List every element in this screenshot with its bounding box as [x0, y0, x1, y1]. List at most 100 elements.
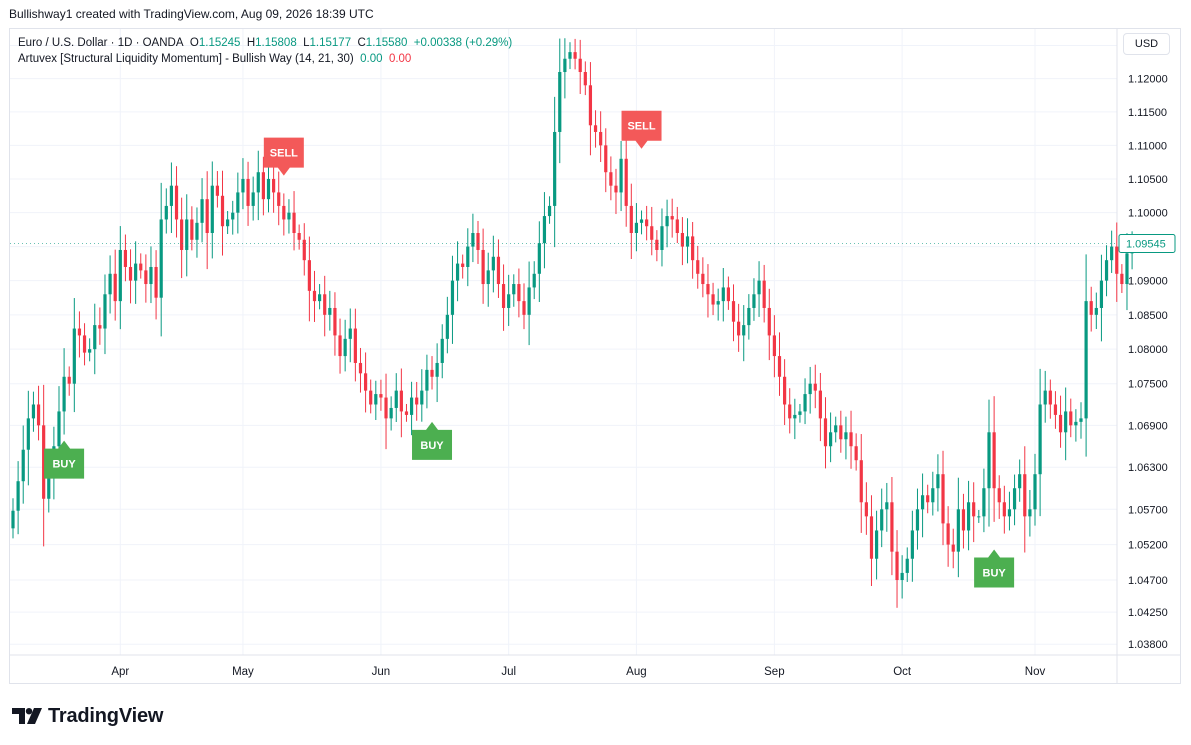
tradingview-brand[interactable]: TradingView — [12, 705, 163, 727]
candle-body — [174, 185, 179, 220]
candle-body — [481, 249, 485, 285]
candle-body — [379, 394, 383, 398]
candle-body — [685, 236, 690, 247]
signal-label-text: BUY — [52, 459, 76, 471]
candle-body — [36, 404, 41, 426]
candle-body — [215, 185, 219, 196]
candle-body — [62, 376, 66, 412]
candle-body — [936, 474, 940, 489]
candle-body — [762, 280, 766, 308]
candle-body — [512, 284, 516, 295]
candle-body — [16, 481, 20, 511]
candle-body — [1018, 474, 1022, 489]
candle-body — [353, 328, 357, 363]
legend-symbol[interactable]: Euro / U.S. Dollar · 1D · OANDA — [18, 37, 184, 49]
candle-body — [895, 551, 899, 581]
candle-body — [1099, 280, 1104, 308]
candle-body — [808, 383, 812, 395]
candle-body — [951, 544, 955, 552]
candle-body — [103, 294, 107, 329]
signal-label-text: BUY — [983, 568, 1007, 580]
candle-body — [333, 307, 337, 336]
candle-body — [639, 219, 644, 223]
candle-body — [905, 558, 909, 573]
candle-body — [445, 314, 449, 339]
x-tick-label: Jul — [501, 666, 516, 678]
y-tick-label: 1.11000 — [1128, 140, 1167, 152]
candle-body — [737, 321, 741, 336]
candle-body — [26, 418, 30, 450]
candle-body — [563, 58, 567, 73]
y-tick-label: 1.04700 — [1128, 575, 1168, 587]
candle-body — [415, 397, 419, 405]
candle-body — [343, 338, 347, 357]
y-tick-label: 1.04250 — [1128, 607, 1168, 619]
legend-high-label: H — [246, 37, 256, 49]
candle-body — [455, 263, 460, 281]
candle-body — [757, 280, 761, 295]
candle-body — [77, 328, 82, 336]
buy-signal-label[interactable]: BUY — [44, 440, 85, 479]
x-tick-label: Nov — [1025, 666, 1046, 678]
candle-body — [578, 58, 582, 73]
candle-body — [839, 425, 843, 440]
candle-body — [517, 284, 521, 302]
candle-body — [568, 52, 572, 59]
buy-signal-label[interactable]: BUY — [974, 549, 1015, 588]
sell-signal-label[interactable]: SELL — [263, 137, 304, 176]
candle-body — [169, 185, 174, 206]
candle-body — [394, 390, 398, 408]
candle-body — [42, 425, 46, 499]
candle-body — [624, 158, 628, 206]
candle-body — [272, 178, 276, 193]
candle-body — [1125, 253, 1129, 285]
x-tick-label: Oct — [893, 666, 912, 678]
candle-body — [312, 290, 317, 302]
candle-body — [144, 270, 148, 285]
candle-body — [813, 383, 817, 391]
candle-body — [88, 349, 92, 353]
candle-body — [1058, 414, 1063, 433]
candle-body — [931, 488, 935, 503]
candle-body — [982, 488, 986, 517]
candle-body — [522, 301, 526, 315]
candle-body — [256, 172, 260, 193]
y-tick-label: 1.11500 — [1128, 107, 1167, 119]
candle-body — [864, 502, 868, 517]
candle-body — [1048, 390, 1052, 405]
candle-body — [389, 407, 393, 419]
candle-body — [134, 263, 138, 281]
legend-close-label: C — [357, 37, 366, 49]
candle-body — [149, 266, 153, 285]
candle-body — [358, 362, 363, 374]
candle-body — [318, 294, 322, 302]
candle-body — [93, 325, 97, 350]
candle-body — [190, 219, 194, 240]
candle-body — [200, 199, 204, 223]
candle-body — [185, 219, 189, 250]
candle-body — [435, 362, 439, 377]
legend-open-value: 1.15245 — [198, 37, 241, 49]
candle-body — [297, 232, 301, 240]
candle-body — [220, 195, 225, 227]
candle-body — [154, 266, 158, 298]
buy-signal-label[interactable]: BUY — [412, 421, 453, 460]
legend-indicator-value-2: 0.00 — [388, 53, 412, 65]
y-tick-label: 1.10000 — [1128, 208, 1168, 220]
candle-body — [542, 216, 547, 244]
candle-body — [384, 397, 388, 419]
candle-body — [869, 516, 874, 559]
signal-label-text: SELL — [627, 121, 655, 133]
sell-signal-label[interactable]: SELL — [621, 110, 662, 149]
candle-body — [1012, 488, 1017, 510]
candle-body — [752, 294, 756, 308]
currency-button[interactable]: USD — [1123, 33, 1170, 55]
candle-body — [108, 273, 112, 295]
candle-body — [1120, 273, 1124, 285]
candle-body — [292, 212, 296, 233]
legend-indicator-name[interactable]: Artuvex [Structural Liquidity Momentum] … — [18, 53, 354, 65]
y-tick-label: 1.08000 — [1128, 344, 1168, 356]
candle-body — [363, 373, 368, 391]
candle-body — [941, 474, 945, 524]
